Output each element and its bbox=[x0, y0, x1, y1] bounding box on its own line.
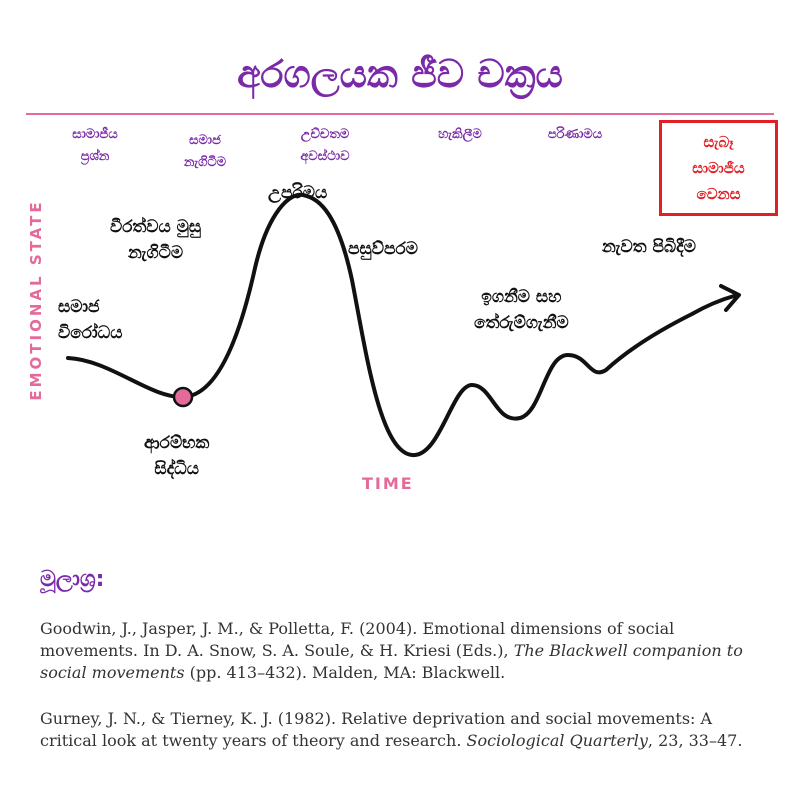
sources-heading: මූලාශ්‍ර: bbox=[40, 567, 105, 592]
label-retreat: පසුව්පරම bbox=[348, 239, 418, 259]
phase-social-problem: සාමාජීය ප්‍රශ්න bbox=[72, 127, 118, 164]
page-title: අරගලයක ජීව චක්‍රය bbox=[237, 52, 563, 96]
origin-event-marker bbox=[172, 386, 194, 408]
reference-1-text: Goodwin, J., Jasper, J. M., & Polletta, … bbox=[40, 619, 675, 660]
reference-1-tail: (pp. 413–432). Malden, MA: Blackwell. bbox=[184, 663, 506, 682]
reference-1-title: The Blackwell companion to social moveme… bbox=[40, 641, 743, 682]
phase-contraction: හැකිලීම bbox=[438, 127, 482, 142]
phase-real-social-change: සැබෑ සාමාජීය වෙනස bbox=[659, 120, 778, 216]
arrow-head-icon bbox=[719, 284, 741, 312]
label-social-conflict: සමාජ විරෝධය bbox=[58, 297, 123, 343]
phase-climax: උච්චතම අවස්ථාව bbox=[300, 127, 350, 164]
reference-1: Goodwin, J., Jasper, J. M., & Polletta, … bbox=[40, 618, 770, 684]
label-origin-event: ආරම්භක සිද්ධිය bbox=[144, 433, 210, 479]
emotional-curve-line bbox=[66, 192, 736, 457]
reference-2: Gurney, J. N., & Tierney, K. J. (1982). … bbox=[40, 708, 770, 752]
phase-uprising: සමාජ නැගිටීම bbox=[183, 133, 227, 170]
label-renewal: නැවත පිබිදීම bbox=[602, 237, 696, 257]
label-learning: ඉගනීම සහ තේරුම්ගැනීම bbox=[474, 287, 569, 333]
phase-evolution: පරිණාමය bbox=[547, 127, 603, 142]
label-peak: උපරිමය bbox=[268, 183, 328, 203]
reference-2-text: Gurney, J. N., & Tierney, K. J. (1982). … bbox=[40, 709, 713, 750]
label-heroic-uprising: වීරත්වය මුසු නැගිටීම bbox=[110, 217, 202, 263]
title-divider bbox=[26, 113, 774, 115]
x-axis-label: TIME bbox=[362, 474, 414, 493]
reference-2-tail: , 23, 33–47. bbox=[647, 731, 743, 750]
reference-2-title: Sociological Quarterly bbox=[466, 731, 648, 750]
